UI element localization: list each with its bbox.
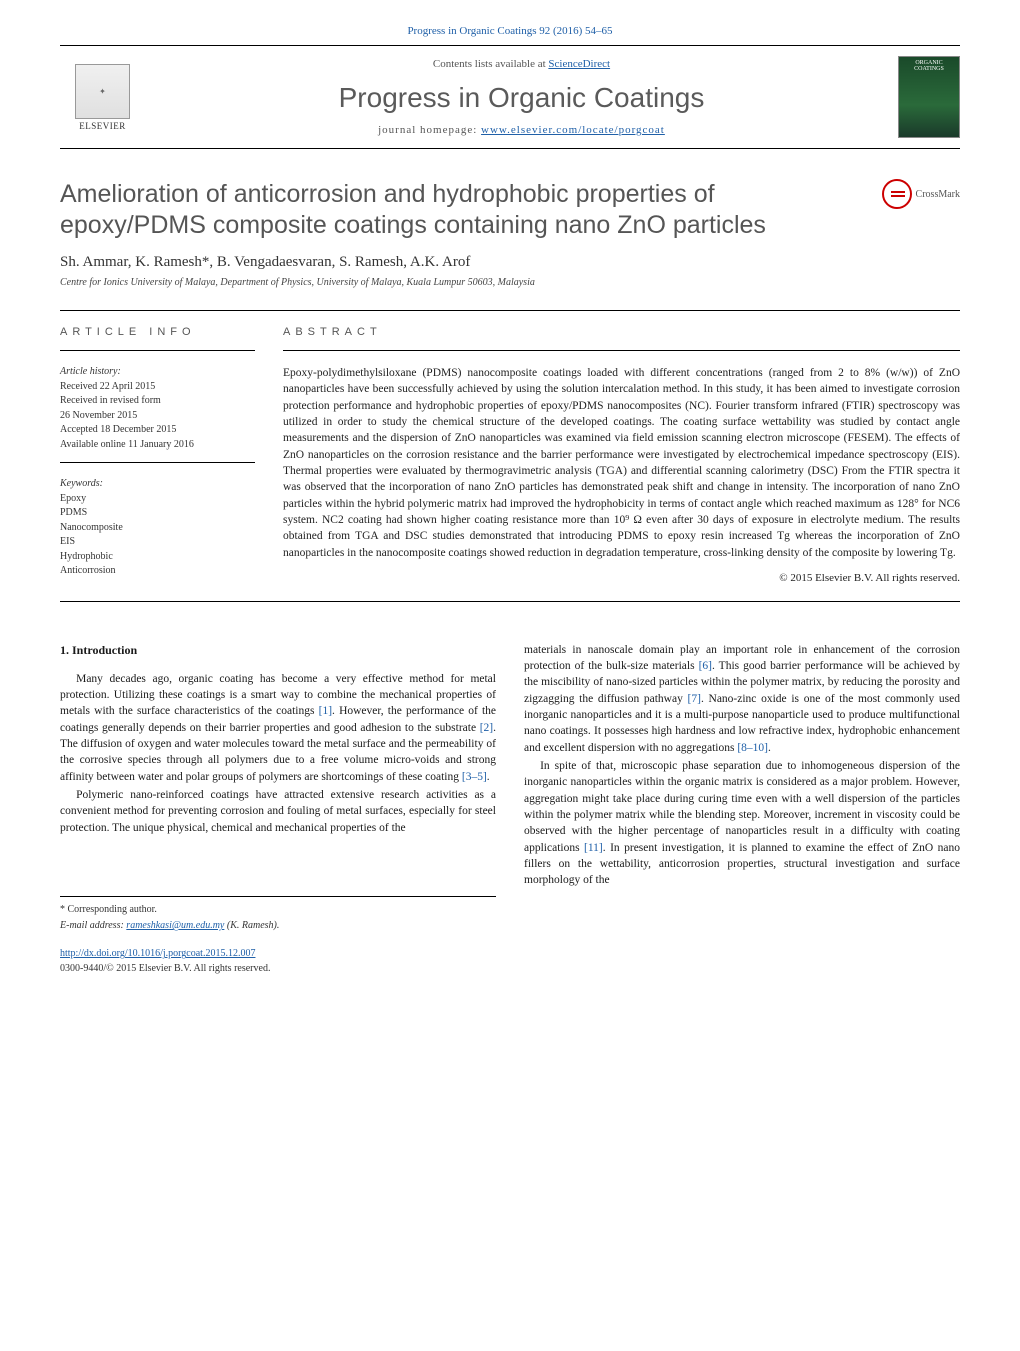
article-info-heading: article info — [60, 325, 255, 341]
page: Progress in Organic Coatings 92 (2016) 5… — [0, 0, 1020, 1016]
paragraph: Many decades ago, organic coating has be… — [60, 671, 496, 785]
contents-prefix: Contents lists available at — [433, 58, 548, 70]
email-name: (K. Ramesh). — [224, 920, 279, 931]
received-date: Received 22 April 2015 — [60, 380, 255, 395]
paragraph: In spite of that, microscopic phase sepa… — [524, 758, 960, 889]
divider-bottom — [60, 601, 960, 602]
divider-top — [60, 310, 960, 311]
cover-text-bottom: COATINGS — [914, 66, 944, 72]
citation-line: Progress in Organic Coatings 92 (2016) 5… — [60, 25, 960, 37]
affiliation: Centre for Ionics University of Malaya, … — [60, 277, 960, 288]
publisher-name: ELSEVIER — [79, 121, 126, 131]
body-columns: 1. Introduction Many decades ago, organi… — [60, 642, 960, 976]
journal-cover-thumb: ORGANIC COATINGS — [898, 56, 960, 138]
issn-copyright: 0300-9440/© 2015 Elsevier B.V. All right… — [60, 963, 270, 974]
keyword: PDMS — [60, 506, 255, 521]
doi-block: http://dx.doi.org/10.1016/j.porgcoat.201… — [60, 947, 496, 975]
keyword: EIS — [60, 535, 255, 550]
abstract-copyright: © 2015 Elsevier B.V. All rights reserved… — [283, 571, 960, 587]
abstract: abstract Epoxy-polydimethylsiloxane (PDM… — [283, 325, 960, 587]
info-divider-2 — [60, 462, 255, 463]
article-info: article info Article history: Received 2… — [60, 325, 255, 587]
online-date: Available online 11 January 2016 — [60, 438, 255, 453]
section-number: 1. — [60, 643, 69, 657]
keyword: Nanocomposite — [60, 521, 255, 536]
crossmark-icon — [882, 179, 912, 209]
revised-line2: 26 November 2015 — [60, 409, 255, 424]
right-column: materials in nanoscale domain play an im… — [524, 642, 960, 976]
journal-homepage: journal homepage: www.elsevier.com/locat… — [145, 124, 898, 136]
sciencedirect-link[interactable]: ScienceDirect — [548, 58, 610, 70]
keyword: Epoxy — [60, 492, 255, 507]
keywords-block: Keywords: Epoxy PDMS Nanocomposite EIS H… — [60, 477, 255, 579]
corresponding-author-footer: * Corresponding author. E-mail address: … — [60, 896, 496, 933]
header-center: Contents lists available at ScienceDirec… — [145, 58, 898, 136]
abstract-heading: abstract — [283, 325, 960, 341]
elsevier-logo: ✦ ELSEVIER — [60, 64, 145, 131]
paragraph: Polymeric nano-reinforced coatings have … — [60, 787, 496, 836]
paragraph: materials in nanoscale domain play an im… — [524, 642, 960, 756]
revised-line1: Received in revised form — [60, 394, 255, 409]
history-label: Article history: — [60, 365, 255, 380]
section-title: Introduction — [72, 643, 137, 657]
crossmark-label: CrossMark — [916, 189, 960, 200]
article-title: Amelioration of anticorrosion and hydrop… — [60, 179, 862, 242]
info-divider — [60, 350, 255, 351]
email-link[interactable]: rameshkasi@um.edu.my — [126, 920, 224, 931]
email-line: E-mail address: rameshkasi@um.edu.my (K.… — [60, 919, 496, 933]
keyword: Anticorrosion — [60, 564, 255, 579]
elsevier-tree-icon: ✦ — [75, 64, 130, 119]
contents-list-line: Contents lists available at ScienceDirec… — [145, 58, 898, 70]
title-row: Amelioration of anticorrosion and hydrop… — [60, 179, 960, 242]
accepted-date: Accepted 18 December 2015 — [60, 423, 255, 438]
section-heading: 1. Introduction — [60, 642, 496, 659]
homepage-link[interactable]: www.elsevier.com/locate/porgcoat — [481, 124, 665, 136]
abstract-divider — [283, 350, 960, 351]
crossmark-badge[interactable]: CrossMark — [882, 179, 960, 209]
info-abstract-row: article info Article history: Received 2… — [60, 325, 960, 587]
corresponding-label: * Corresponding author. — [60, 903, 496, 917]
authors: Sh. Ammar, K. Ramesh*, B. Vengadaesvaran… — [60, 254, 960, 271]
doi-link[interactable]: http://dx.doi.org/10.1016/j.porgcoat.201… — [60, 948, 255, 959]
keywords-label: Keywords: — [60, 477, 255, 492]
journal-name: Progress in Organic Coatings — [145, 82, 898, 114]
journal-header: ✦ ELSEVIER Contents lists available at S… — [60, 45, 960, 149]
email-label: E-mail address: — [60, 920, 126, 931]
homepage-prefix: journal homepage: — [378, 124, 481, 136]
abstract-text: Epoxy-polydimethylsiloxane (PDMS) nanoco… — [283, 365, 960, 561]
left-column: 1. Introduction Many decades ago, organi… — [60, 642, 496, 976]
keyword: Hydrophobic — [60, 550, 255, 565]
